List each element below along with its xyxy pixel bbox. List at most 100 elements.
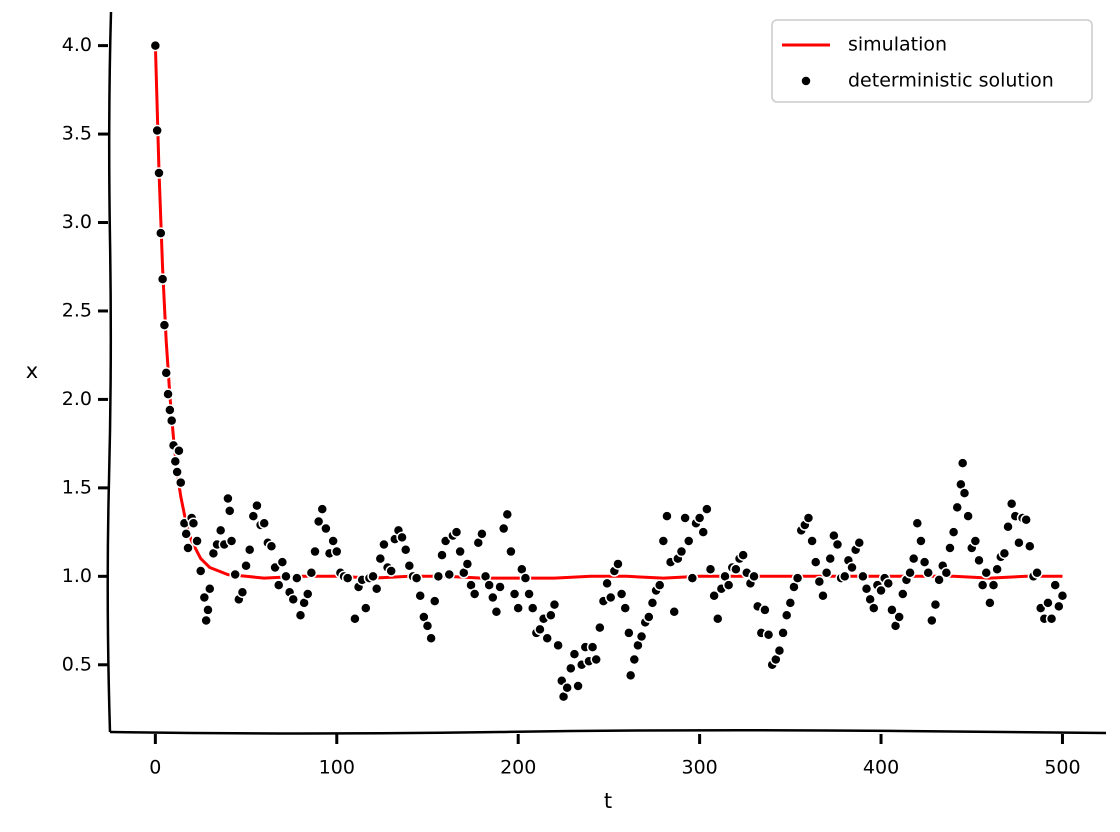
- y-tick-label: 2.0: [62, 388, 92, 410]
- point: [675, 545, 688, 558]
- point: [191, 535, 203, 547]
- y-axis: [106, 11, 113, 733]
- point: [265, 540, 278, 553]
- point: [568, 648, 581, 660]
- point: [904, 567, 916, 579]
- point: [443, 568, 456, 581]
- point: [385, 565, 397, 577]
- point: [370, 582, 383, 595]
- point: [403, 559, 416, 572]
- x-tick-label: 0: [149, 757, 161, 779]
- point: [476, 528, 488, 540]
- point: [722, 579, 735, 591]
- point: [175, 476, 187, 489]
- point: [501, 508, 514, 521]
- point: [737, 549, 749, 561]
- point: [151, 124, 163, 137]
- point: [893, 611, 905, 623]
- point: [897, 588, 909, 600]
- point: [1031, 567, 1043, 579]
- point: [643, 611, 655, 623]
- point: [360, 602, 372, 614]
- point: [594, 621, 606, 634]
- point: [661, 510, 673, 522]
- point: [911, 517, 924, 530]
- point: [374, 552, 387, 565]
- point: [748, 570, 760, 583]
- point: [922, 567, 934, 579]
- point: [194, 565, 207, 577]
- y-axis-label: x: [26, 359, 38, 383]
- point: [846, 561, 858, 574]
- point: [646, 597, 659, 609]
- point: [158, 319, 171, 331]
- point: [697, 526, 709, 538]
- point: [490, 605, 503, 618]
- point: [686, 572, 699, 584]
- point: [223, 505, 236, 517]
- point: [291, 572, 303, 584]
- point: [868, 602, 880, 614]
- point: [316, 503, 329, 515]
- legend-label: simulation: [848, 34, 947, 56]
- point: [601, 577, 613, 590]
- point: [976, 579, 989, 591]
- point: [806, 535, 818, 547]
- point: [428, 595, 441, 607]
- point: [882, 577, 895, 590]
- point: [561, 682, 573, 694]
- point: [1045, 613, 1058, 625]
- point: [853, 536, 866, 549]
- point: [947, 526, 960, 538]
- point: [505, 545, 517, 558]
- point: [915, 535, 927, 547]
- point: [399, 544, 412, 556]
- point: [512, 602, 524, 614]
- point: [414, 590, 426, 602]
- point: [287, 593, 299, 606]
- point: [436, 549, 448, 561]
- point: [497, 522, 510, 535]
- point: [204, 582, 216, 595]
- point: [153, 167, 165, 179]
- point: [809, 556, 822, 568]
- point: [773, 644, 786, 657]
- point: [1049, 579, 1061, 591]
- point: [454, 545, 466, 558]
- point: [425, 632, 437, 644]
- point: [951, 501, 963, 514]
- point: [701, 503, 713, 515]
- point: [604, 591, 617, 604]
- point: [708, 590, 720, 602]
- point: [586, 641, 599, 653]
- point: [1042, 597, 1054, 609]
- point: [572, 680, 584, 692]
- point: [461, 558, 474, 570]
- point: [378, 538, 390, 551]
- point: [944, 542, 956, 554]
- point: [956, 457, 969, 469]
- point: [926, 614, 938, 627]
- point: [623, 627, 635, 639]
- point: [198, 591, 211, 604]
- point: [987, 579, 1000, 591]
- point: [1024, 540, 1036, 553]
- point: [276, 556, 289, 568]
- point: [668, 605, 680, 618]
- point: [619, 602, 631, 614]
- point: [929, 598, 942, 611]
- point: [590, 653, 602, 666]
- point: [309, 545, 321, 558]
- point: [294, 609, 307, 621]
- point: [624, 669, 637, 682]
- point: [791, 572, 804, 584]
- point: [155, 227, 167, 239]
- point: [523, 588, 535, 600]
- point: [962, 510, 974, 522]
- point: [450, 526, 463, 538]
- point: [169, 455, 182, 468]
- point: [958, 487, 971, 499]
- point: [327, 535, 339, 547]
- point: [349, 613, 361, 625]
- legend-label: deterministic solution: [848, 70, 1054, 92]
